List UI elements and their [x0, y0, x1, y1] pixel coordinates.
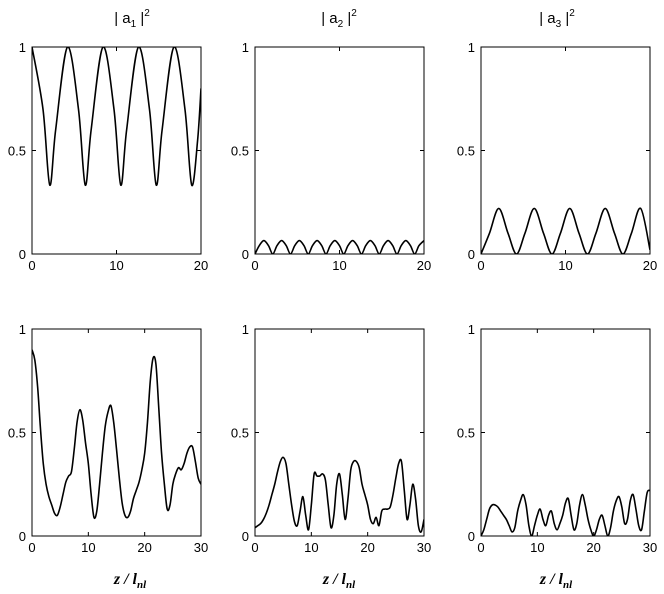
- subplot-6: 0 10 20 30 0 0.5 1: [457, 322, 657, 555]
- x-tick-label: 10: [332, 258, 346, 273]
- series-line: [255, 239, 424, 254]
- y-tick-label: 0.5: [457, 144, 475, 159]
- y-tick-label: 0: [19, 247, 26, 262]
- x-tick-label: 0: [477, 540, 484, 555]
- x-tick-label: 20: [643, 258, 657, 273]
- x-tick-label: 10: [530, 540, 544, 555]
- y-tick-label: 1: [468, 322, 475, 337]
- axes-frame: [480, 46, 651, 255]
- x-tick-label: 30: [643, 540, 657, 555]
- axes-frame: [254, 328, 425, 537]
- y-tick-label: 0.5: [8, 144, 26, 159]
- y-tick-label: 0: [242, 529, 249, 544]
- x-axis-labels: z / lnl z / lnl z / lnl: [113, 571, 573, 591]
- y-tick-label: 1: [19, 40, 26, 55]
- y-tick-label: 1: [19, 322, 26, 337]
- y-tick-label: 0.5: [457, 426, 475, 441]
- y-tick-label: 0.5: [231, 144, 249, 159]
- x-tick-label: 10: [304, 540, 318, 555]
- title-a3: | a3 |2: [539, 8, 575, 30]
- x-tick-label: 0: [477, 258, 484, 273]
- y-tick-label: 1: [242, 40, 249, 55]
- subplot-1: 0 10 20 0 0.5 1: [8, 40, 208, 273]
- y-tick-label: 0: [468, 529, 475, 544]
- x-tick-label: 10: [558, 258, 572, 273]
- y-tick-label: 0.5: [231, 426, 249, 441]
- y-tick-label: 0.5: [8, 426, 26, 441]
- x-tick-label: 20: [417, 258, 431, 273]
- x-tick-label: 20: [586, 540, 600, 555]
- column-titles: | a1 |2 | a2 |2 | a3 |2: [114, 8, 575, 30]
- x-tick-label: 20: [137, 540, 151, 555]
- y-tick-label: 0: [19, 529, 26, 544]
- y-tick-label: 0: [468, 247, 475, 262]
- axes-frame: [31, 328, 202, 537]
- x-tick-label: 0: [251, 540, 258, 555]
- x-tick-label: 10: [81, 540, 95, 555]
- xlabel-left: z / lnl: [113, 571, 147, 591]
- series-line: [481, 489, 650, 536]
- y-tick-label: 1: [468, 40, 475, 55]
- xlabel-middle: z / lnl: [322, 571, 356, 591]
- title-a2: | a2 |2: [321, 8, 357, 30]
- subplot-5: 0 10 20 30 0 0.5 1: [231, 322, 431, 555]
- title-a1: | a1 |2: [114, 8, 150, 30]
- x-tick-label: 0: [251, 258, 258, 273]
- x-tick-label: 20: [194, 258, 208, 273]
- y-tick-label: 1: [242, 322, 249, 337]
- x-tick-label: 30: [417, 540, 431, 555]
- x-tick-label: 20: [360, 540, 374, 555]
- axes-frame: [254, 46, 425, 255]
- subplot-4: 0 10 20 30 0 0.5 1: [8, 322, 208, 555]
- x-tick-label: 0: [28, 258, 35, 273]
- series-line: [32, 47, 201, 187]
- series-line: [481, 207, 650, 254]
- x-tick-label: 0: [28, 540, 35, 555]
- x-tick-label: 10: [109, 258, 123, 273]
- subplot-3: 0 10 20 0 0.5 1: [457, 40, 657, 273]
- x-tick-label: 30: [194, 540, 208, 555]
- subplot-2: 0 10 20 0 0.5 1: [231, 40, 431, 273]
- series-line: [255, 456, 424, 533]
- y-tick-label: 0: [242, 247, 249, 262]
- xlabel-right: z / lnl: [539, 571, 573, 591]
- axes-frame: [31, 46, 202, 255]
- series-line: [32, 349, 201, 520]
